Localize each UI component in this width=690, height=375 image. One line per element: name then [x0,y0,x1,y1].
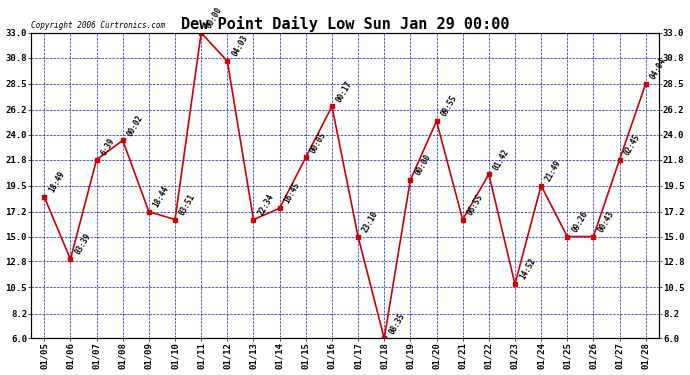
Text: 09:55: 09:55 [440,94,459,118]
Text: 06:55: 06:55 [466,192,485,217]
Text: 22:34: 22:34 [256,192,275,217]
Title: Dew Point Daily Low Sun Jan 29 00:00: Dew Point Daily Low Sun Jan 29 00:00 [181,16,509,32]
Text: 21:49: 21:49 [544,158,563,183]
Text: 02:45: 02:45 [622,132,642,157]
Text: 09:26: 09:26 [570,209,589,234]
Text: 6:39: 6:39 [99,136,117,157]
Text: Copyright 2006 Curtronics.com: Copyright 2006 Curtronics.com [31,21,166,30]
Text: 03:39: 03:39 [73,232,92,256]
Text: 04:03: 04:03 [230,34,250,58]
Text: 03:51: 03:51 [178,192,197,217]
Text: 04:04: 04:04 [649,57,668,81]
Text: 00:17: 00:17 [335,79,354,104]
Text: 18:44: 18:44 [152,184,171,209]
Text: 23:10: 23:10 [361,209,380,234]
Text: 00:43: 00:43 [596,209,615,234]
Text: 08:35: 08:35 [387,311,406,336]
Text: 14:52: 14:52 [518,257,537,281]
Text: 00:05: 00:05 [308,130,328,154]
Text: 18:49: 18:49 [47,170,66,194]
Text: 16:45: 16:45 [282,181,302,206]
Text: 00:02: 00:02 [126,113,145,138]
Text: 01:42: 01:42 [491,147,511,171]
Text: 00:00: 00:00 [204,6,224,30]
Text: 00:00: 00:00 [413,153,433,177]
